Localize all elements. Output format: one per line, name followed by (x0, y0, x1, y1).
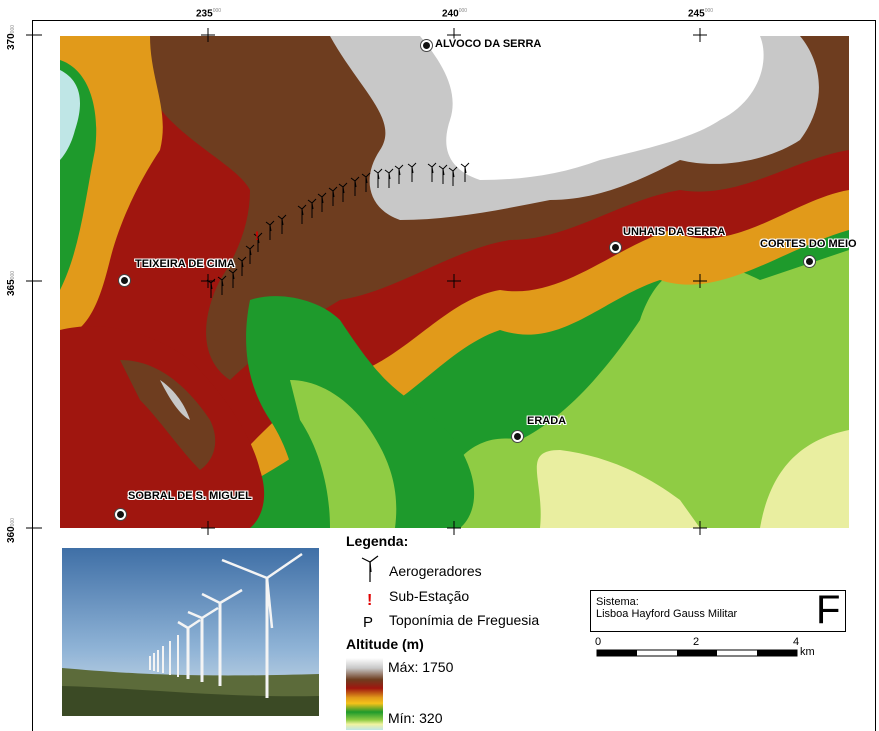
coordinate-system-box (590, 590, 846, 632)
legend-toponym-icon: P (363, 614, 373, 631)
x-coord-240: 240000 (442, 8, 468, 20)
wind-turbine-icon (297, 204, 307, 224)
y-coord-360: 360000 (6, 517, 17, 543)
place-dot-teixeira (119, 275, 130, 286)
y-coord-370: 370000 (6, 24, 17, 50)
wind-turbine-icon (245, 244, 255, 264)
wind-turbine-icon (307, 198, 317, 218)
place-dot-cortes (804, 256, 815, 267)
x-coord-245: 245000 (688, 8, 714, 20)
wind-turbines (206, 162, 470, 298)
place-dot-unhais (610, 242, 621, 253)
wind-turbine-icon (328, 186, 338, 206)
wind-turbine-icon (338, 182, 348, 202)
scale-unit: km (800, 646, 815, 658)
wind-turbine-icon (361, 172, 371, 192)
altitude-title: Altitude (m) (346, 636, 424, 652)
wind-turbine-icon (394, 164, 404, 184)
scale-tick-2: 2 (693, 636, 700, 648)
grid-crosses (26, 28, 707, 535)
legend-substation-icon: ! (367, 592, 372, 609)
system-name: Lisboa Hayford Gauss Militar (596, 608, 738, 620)
place-label-sobral: SOBRAL DE S. MIGUEL (128, 490, 252, 502)
wind-turbine-icon (427, 162, 437, 182)
wind-turbine-icon (317, 192, 327, 212)
y-coord-365: 365000 (6, 270, 17, 296)
legend-label-turbines: Aerogeradores (389, 563, 482, 579)
place-label-unhais: UNHAIS DA SERRA (623, 226, 726, 238)
place-dot-alvoco (421, 40, 432, 51)
map-sheet-letter: F (816, 588, 841, 632)
wind-turbine-icon (438, 164, 448, 184)
place-label-cortes: CORTES DO MEIO (760, 238, 857, 250)
wind-turbine-icon (448, 166, 458, 186)
legend-title: Legenda: (346, 533, 409, 549)
wind-turbine-icon (460, 162, 470, 182)
wind-turbine-icon (384, 168, 394, 188)
wind-turbine-icon (350, 176, 360, 196)
altitude-color-ramp (346, 658, 383, 730)
place-label-alvoco: ALVOCO DA SERRA (435, 38, 542, 50)
wind-turbine-icon (237, 256, 247, 276)
substation-marker: ! (255, 229, 259, 243)
wind-turbine-icon (407, 162, 417, 182)
place-label-teixeira: TEIXEIRA DE CIMA (135, 258, 235, 270)
altitude-min-label: Mín: 320 (388, 710, 443, 726)
wind-turbine-icon (228, 268, 238, 288)
wind-turbine-icon (265, 220, 275, 240)
x-coord-235: 235000 (196, 8, 222, 20)
legend-wind-turbine-icon (361, 555, 379, 582)
scale-tick-4: 4 (793, 636, 800, 648)
system-label: Sistema: (596, 596, 639, 608)
wind-turbine-icon (277, 214, 287, 234)
scale-tick-0: 0 (595, 636, 602, 648)
legend-label-substation: Sub-Estação (389, 588, 470, 604)
wind-turbine-icon (373, 168, 383, 188)
legend-label-toponym: Toponímia de Freguesia (389, 612, 540, 628)
place-dot-erada (512, 431, 523, 442)
map-frame (32, 20, 876, 731)
wind-turbine-icon (217, 275, 227, 295)
wind-turbine-icon (206, 278, 216, 298)
altitude-max-label: Máx: 1750 (388, 659, 454, 675)
wind-farm-photo (62, 548, 319, 716)
place-dot-sobral (115, 509, 126, 520)
place-label-erada: ERADA (527, 415, 567, 427)
wind-turbine-icon (253, 232, 263, 252)
scale-bar (596, 649, 798, 657)
